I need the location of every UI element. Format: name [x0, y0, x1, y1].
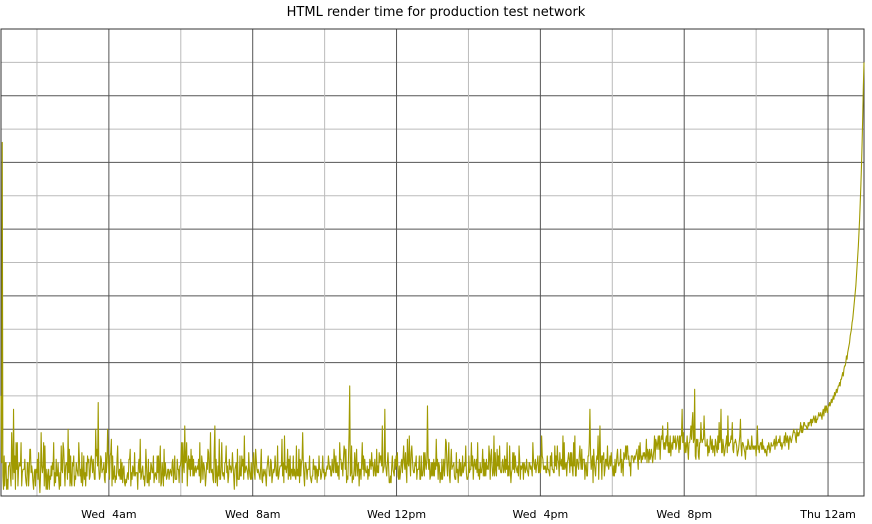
chart-grid	[1, 29, 864, 496]
x-tick-label: Wed 8am	[225, 508, 280, 521]
x-axis-ticks: Wed 4am Wed 8am Wed 12pm Wed 4pm Wed 8pm Thu …	[81, 508, 856, 521]
plot-area-frame	[0, 28, 865, 497]
series-line	[0, 62, 865, 494]
x-tick-label: Wed 12pm	[367, 508, 426, 521]
chart-title: HTML render time for production test net…	[286, 5, 586, 20]
x-tick-label: Wed 8pm	[656, 508, 712, 521]
x-tick-label: Wed 4am	[81, 508, 136, 521]
x-tick-label: Wed 4pm	[513, 508, 569, 521]
x-tick-label: Thu 12am	[799, 508, 856, 521]
